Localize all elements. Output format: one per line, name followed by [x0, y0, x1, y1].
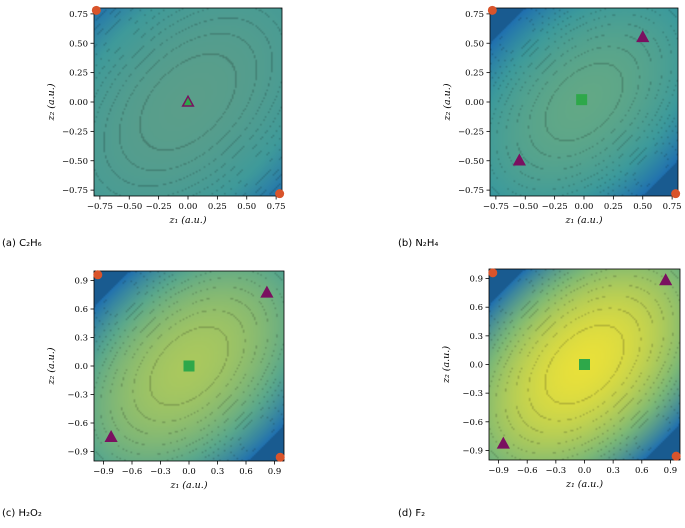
marker-circle-0-2 [91, 5, 101, 15]
panel-1: −0.75−0.75−0.50−0.50−0.25−0.250.000.000.… [442, 5, 682, 226]
x-tick-label-0-1: −0.50 [116, 202, 142, 212]
y-tick-label-1-4: 0.25 [465, 69, 484, 79]
x-tick-label-0-2: −0.25 [146, 202, 172, 212]
x-axis-label-2: z₁ (a.u.) [169, 480, 207, 491]
marker-triangle-3-2 [496, 436, 510, 449]
panel-0: −0.75−0.75−0.50−0.50−0.25−0.250.000.000.… [46, 5, 286, 226]
y-tick-label-0-5: 0.50 [69, 39, 88, 49]
y-tick-label-0-1: −0.50 [62, 157, 88, 167]
x-axis-label-3: z₁ (a.u.) [565, 479, 603, 490]
y-tick-label-2-6: 0.9 [74, 277, 88, 287]
panel-2: −0.9 −0.9 −0.6 −0.6 −0.3 −0.3 0.0 0.0 0.3 0.3 0.6 0… [46, 270, 285, 491]
y-tick-label-2-2: −0.3 [67, 391, 88, 401]
x-tick-label-2-5: 0.6 [239, 467, 253, 477]
y-tick-label-3-3: 0.0 [469, 361, 483, 371]
x-tick-label-1-2: −0.25 [542, 202, 568, 212]
x-tick-label-3-5: 0.6 [635, 466, 649, 476]
marker-circle-1-4 [671, 189, 681, 199]
y-tick-label-0-4: 0.25 [69, 69, 88, 79]
y-tick-label-3-1: −0.6 [462, 418, 483, 428]
marker-triangle-1-2 [512, 153, 526, 166]
y-tick-label-1-1: −0.50 [458, 157, 484, 167]
y-tick-label-3-2: −0.3 [462, 389, 483, 399]
y-axis-label-0: z₂ (a.u.) [46, 83, 57, 121]
x-tick-label-2-3: 0.0 [182, 467, 196, 477]
x-tick-label-1-0: −0.75 [483, 202, 509, 212]
y-tick-label-1-0: −0.75 [458, 186, 484, 196]
panel-3: −0.9 −0.9 −0.6 −0.6 −0.3 −0.3 0.0 0.0 0.3 0.3 0.6 0… [441, 268, 681, 490]
x-tick-label-3-0: −0.9 [488, 466, 509, 476]
y-tick-label-2-0: −0.9 [67, 448, 88, 458]
x-tick-label-3-1: −0.6 [517, 466, 538, 476]
x-tick-label-0-6: 0.75 [267, 202, 286, 212]
marker-circle-0-3 [275, 189, 285, 199]
x-tick-label-2-4: 0.3 [211, 467, 225, 477]
y-tick-label-2-3: 0.0 [74, 362, 88, 372]
x-tick-label-1-5: 0.50 [633, 202, 652, 212]
y-tick-label-1-6: 0.75 [465, 10, 484, 20]
x-tick-label-3-4: 0.3 [606, 466, 620, 476]
caption-d: (d) F₂ [398, 508, 426, 519]
marker-square-1-0 [576, 94, 588, 106]
caption-c: (c) H₂O₂ [2, 508, 42, 519]
y-tick-label-3-5: 0.6 [469, 303, 483, 313]
marker-circle-2-3 [93, 270, 103, 280]
x-axis-label-1: z₁ (a.u.) [564, 215, 602, 226]
y-tick-label-3-0: −0.9 [462, 446, 483, 456]
marker-triangle-2-1 [260, 285, 274, 298]
x-tick-label-2-2: −0.3 [150, 467, 171, 477]
x-tick-label-1-6: 0.75 [663, 202, 682, 212]
y-tick-label-3-4: 0.3 [469, 332, 483, 342]
x-tick-label-3-2: −0.3 [546, 466, 567, 476]
y-tick-label-3-6: 0.9 [469, 275, 483, 285]
y-tick-label-0-0: −0.75 [62, 186, 88, 196]
y-tick-label-0-3: 0.00 [69, 98, 88, 108]
x-tick-label-3-6: 0.9 [664, 466, 678, 476]
y-tick-label-0-2: −0.25 [62, 127, 88, 137]
marker-square-2-0 [183, 360, 195, 372]
y-axis-label-3: z₂ (a.u.) [441, 346, 452, 384]
x-tick-label-3-3: 0.0 [578, 466, 592, 476]
y-tick-label-0-6: 0.75 [69, 10, 88, 20]
x-tick-label-0-3: 0.00 [179, 202, 198, 212]
x-tick-label-0-4: 0.25 [208, 202, 227, 212]
marker-triangle-2-2 [104, 430, 118, 443]
x-tick-label-2-1: −0.6 [122, 467, 143, 477]
marker-circle-1-3 [487, 5, 497, 15]
marker-circle-3-3 [488, 268, 498, 278]
marker-square-3-0 [579, 359, 590, 370]
y-tick-label-1-5: 0.50 [465, 39, 484, 49]
y-tick-label-2-5: 0.6 [74, 305, 88, 315]
x-tick-label-2-0: −0.9 [93, 467, 114, 477]
x-tick-label-1-1: −0.50 [512, 202, 538, 212]
x-axis-label-0: z₁ (a.u.) [168, 215, 206, 226]
marker-triangle-small-0-1 [184, 97, 192, 106]
y-axis-label-2: z₂ (a.u.) [46, 347, 57, 385]
x-tick-label-2-6: 0.9 [268, 467, 282, 477]
x-tick-label-1-3: 0.00 [575, 202, 594, 212]
caption-a: (a) C₂H₆ [2, 238, 42, 249]
marker-triangle-1-1 [636, 30, 650, 43]
x-tick-label-1-4: 0.25 [604, 202, 623, 212]
x-tick-label-0-5: 0.50 [237, 202, 256, 212]
y-tick-label-1-2: −0.25 [458, 127, 484, 137]
y-tick-label-1-3: 0.00 [465, 98, 484, 108]
x-tick-label-0-0: −0.75 [87, 202, 113, 212]
y-axis-label-1: z₂ (a.u.) [442, 83, 453, 121]
y-tick-label-2-4: 0.3 [74, 334, 88, 344]
y-tick-label-2-1: −0.6 [67, 419, 88, 429]
marker-circle-2-4 [275, 452, 285, 462]
marker-circle-3-4 [671, 451, 681, 461]
marker-triangle-3-1 [659, 273, 673, 286]
caption-b: (b) N₂H₄ [398, 238, 439, 249]
